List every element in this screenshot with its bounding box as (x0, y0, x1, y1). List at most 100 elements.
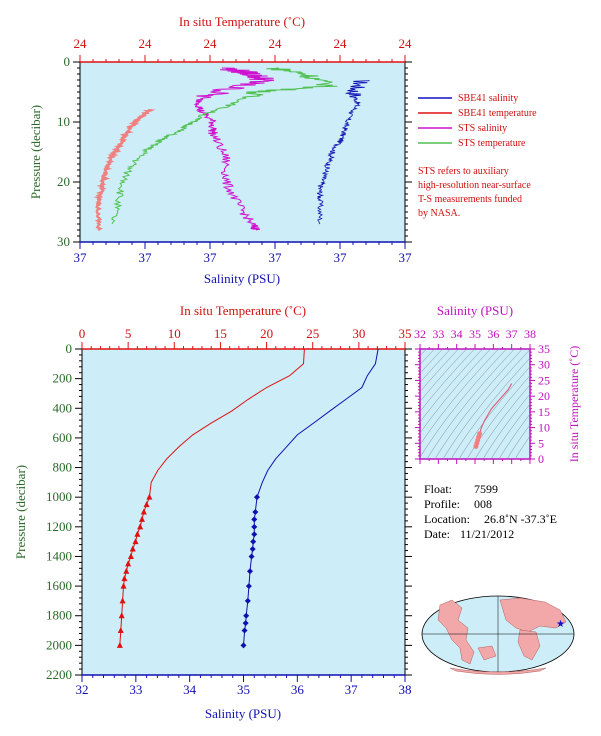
ts-isopycnal (420, 349, 491, 434)
legend-label-sts-salinity: STS salinity (458, 123, 507, 134)
main-temperature-point (120, 582, 127, 589)
top-xtop-ticklabel: 24 (204, 36, 218, 51)
float-label: Float: (424, 482, 452, 496)
main-x-bottom-label: Salinity (PSU) (205, 706, 281, 721)
main-salinity-point (243, 612, 250, 619)
main-xtop-ticklabel: 20 (260, 326, 273, 341)
main-plot-area (81, 348, 406, 676)
main-salinity-point (249, 546, 256, 553)
main-panel: In situ Temperature (˚C) 0 5 10 15 20 25 30 35 … (13, 303, 412, 721)
location-label: Location: (424, 512, 470, 526)
main-salinity-point (250, 538, 257, 545)
main-salinity-point (248, 553, 255, 560)
main-temperature-point (127, 552, 134, 559)
main-temperature-point (119, 597, 126, 604)
top-series-sts-temperature (111, 67, 338, 225)
legend-label-sbe-salinity: SBE41 salinity (458, 93, 518, 104)
main-temperature-point (129, 545, 136, 552)
ts-isopycnal (458, 366, 530, 459)
main-temperature-point (117, 627, 124, 634)
main-y-ticklabel: 1800 (46, 608, 72, 623)
main-temperature-point (116, 641, 123, 648)
main-xtop-ticklabel: 25 (306, 326, 319, 341)
map-land-eurasia (499, 597, 567, 633)
map-land-africa (517, 629, 541, 661)
top-series-sbe41-salinity (316, 79, 370, 225)
main-y-ticklabel: 600 (53, 430, 73, 445)
map-float-marker-icon: ★ (556, 619, 565, 630)
float-value: 7599 (474, 482, 498, 496)
map-land-antarctica (449, 667, 547, 675)
ts-y-ticklabel: 25 (538, 373, 550, 387)
main-y-ticklabel: 2200 (46, 667, 72, 682)
ts-isopycnal (450, 357, 530, 459)
legend-note-line-1: STS refers to auxiliary (418, 166, 509, 177)
main-temperature-point (123, 567, 130, 574)
main-temperature-point (137, 523, 144, 530)
legend-note-line-2: high-resolution near-surface (418, 180, 531, 191)
profile-label: Profile: (424, 497, 460, 511)
main-xbot-ticklabel: 33 (129, 682, 142, 697)
main-xtop-ticklabel: 35 (399, 326, 412, 341)
ts-isopycnal (490, 403, 530, 459)
ts-x-ticklabel: 36 (487, 327, 499, 341)
top-plot-area (79, 61, 406, 243)
top-series-sts-salinity (193, 67, 275, 231)
ts-isopycnal (482, 393, 530, 459)
main-xbot-ticklabel: 34 (183, 682, 197, 697)
main-xbot-ticklabel: 38 (399, 682, 412, 697)
top-xtop-ticklabel: 24 (399, 36, 413, 51)
ts-isopycnal (420, 349, 499, 446)
ts-y-ticklabel: 15 (538, 405, 550, 419)
main-y-ticklabel: 1200 (46, 519, 72, 534)
main-salinity-point (246, 568, 253, 575)
main-y-ticklabel: 1000 (46, 489, 72, 504)
location-value: 26.8˚N -37.3˚E (484, 512, 557, 526)
main-salinity-point (241, 627, 248, 634)
top-y-label: Pressure (decibar) (28, 105, 43, 199)
legend: SBE41 salinity SBE41 temperature STS sal… (418, 93, 537, 219)
ts-panel: Salinity (PSU) 32 33 34 35 36 37 38 0 510 15 20 25… (414, 303, 581, 466)
profile-value: 008 (474, 497, 492, 511)
world-map: ★ (421, 595, 575, 675)
top-xbot-ticklabel: 37 (269, 250, 283, 265)
top-xtop-ticklabel: 24 (139, 36, 153, 51)
main-y-ticklabel: 400 (53, 400, 73, 415)
main-salinity-point (240, 642, 247, 649)
main-salinity-point (251, 531, 258, 538)
main-y-ticklabel: 800 (53, 460, 73, 475)
main-salinity-point (242, 620, 249, 627)
top-y-ticklabel: 20 (57, 174, 70, 189)
main-xtop-ticklabel: 30 (352, 326, 365, 341)
ts-isopycnal (426, 349, 515, 459)
top-series-sbe41-temperature (93, 108, 156, 231)
main-salinity-point (253, 494, 260, 501)
top-xtop-ticklabel: 24 (334, 36, 348, 51)
ts-x-ticklabel: 34 (451, 327, 463, 341)
top-y-ticklabel: 30 (57, 234, 70, 249)
ts-isopycnal (506, 424, 530, 459)
main-temperature-point (140, 508, 147, 515)
legend-label-sbe-temperature: SBE41 temperature (458, 108, 537, 119)
ts-isopycnal (498, 413, 530, 459)
main-xtop-ticklabel: 10 (168, 326, 181, 341)
ts-x-ticklabel: 37 (506, 327, 518, 341)
legend-note-line-3: T-S measurements funded (418, 194, 522, 205)
ts-x-ticklabel: 33 (432, 327, 444, 341)
main-temperature-point (132, 538, 139, 545)
main-temperature-point (143, 501, 150, 508)
top-panel: In situ Temperature (˚C) 24 24 24 24 24 24 37… (28, 14, 412, 286)
top-xtop-ticklabel: 24 (269, 36, 283, 51)
main-temperature-point (125, 560, 132, 567)
ts-point (473, 443, 479, 449)
top-xbot-ticklabel: 37 (334, 250, 348, 265)
ts-y-ticklabel: 30 (538, 358, 550, 372)
main-temperature-point (146, 493, 153, 500)
main-xbot-ticklabel: 37 (345, 682, 359, 697)
ts-x-ticklabel: 35 (469, 327, 481, 341)
top-y-ticklabel: 0 (64, 54, 71, 69)
main-temperature-point (121, 575, 128, 582)
ts-isopycnal (420, 349, 507, 458)
main-salinity-point (245, 583, 252, 590)
